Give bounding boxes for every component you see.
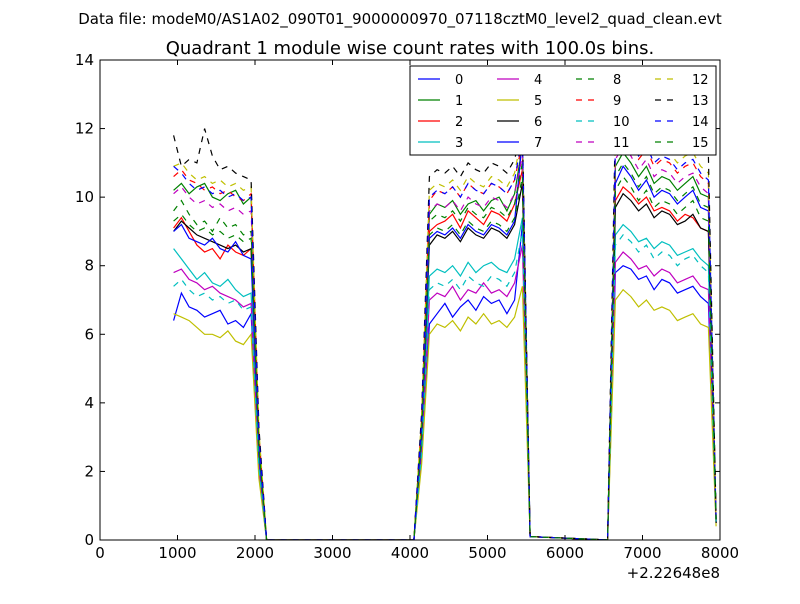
x-tick-label: 5000 [468, 544, 506, 562]
legend-frame [409, 65, 717, 156]
x-tick-label: 7000 [623, 544, 661, 562]
series-line-10 [173, 231, 717, 540]
series-line-0 [173, 224, 717, 540]
x-tick-label: 1000 [158, 544, 196, 562]
legend-label-5: 5 [534, 94, 542, 109]
x-tick-label: 3000 [313, 544, 351, 562]
legend-label-15: 15 [692, 136, 709, 151]
y-tick-label: 14 [75, 51, 94, 69]
legend-label-6: 6 [534, 115, 542, 130]
legend-label-13: 13 [692, 94, 709, 109]
x-tick-label: 2000 [236, 544, 274, 562]
legend-label-8: 8 [613, 73, 621, 88]
x-tick-label: 6000 [546, 544, 584, 562]
plot-frame [99, 59, 721, 541]
series-line-11 [173, 144, 717, 540]
series-line-5 [173, 286, 717, 540]
y-tick-label: 6 [84, 325, 94, 343]
legend-label-3: 3 [455, 136, 463, 151]
x-offset-label: +2.22648e8 [627, 564, 720, 582]
y-tick-label: 2 [84, 462, 94, 480]
legend-label-7: 7 [534, 136, 542, 151]
chart-title: Quadrant 1 module wise count rates with … [166, 38, 655, 59]
x-tick-label: 8000 [701, 544, 739, 562]
y-tick-label: 12 [75, 120, 94, 138]
legend-label-14: 14 [692, 115, 709, 130]
series-line-9 [173, 134, 717, 540]
legend-label-1: 1 [455, 94, 463, 109]
series-line-3 [173, 217, 717, 540]
series-line-7 [173, 138, 717, 540]
series-line-2 [173, 169, 717, 540]
legend-label-2: 2 [455, 115, 463, 130]
series-line-13 [173, 96, 717, 540]
axes-layer: 0 1000 2000 3000 4000 5000 6000 7000 80000246810… [75, 51, 739, 562]
legend-label-9: 9 [613, 94, 621, 109]
x-tick-label: 4000 [391, 544, 429, 562]
series-line-6 [173, 183, 717, 540]
y-tick-label: 0 [84, 531, 94, 549]
legend-label-10: 10 [613, 115, 630, 130]
series-line-14 [173, 130, 717, 540]
series-line-4 [173, 244, 717, 540]
series-line-15 [173, 175, 717, 540]
y-tick-label: 8 [84, 257, 94, 275]
x-tick-label: 0 [95, 544, 105, 562]
legend-label-11: 11 [613, 136, 630, 151]
legend-label-4: 4 [534, 73, 542, 88]
legend-label-12: 12 [692, 73, 709, 88]
figure-suptitle: Data file: modeM0/AS1A02_090T01_90000009… [78, 10, 722, 29]
y-tick-label: 4 [84, 394, 94, 412]
y-tick-label: 10 [75, 188, 94, 206]
legend-label-0: 0 [455, 73, 463, 88]
